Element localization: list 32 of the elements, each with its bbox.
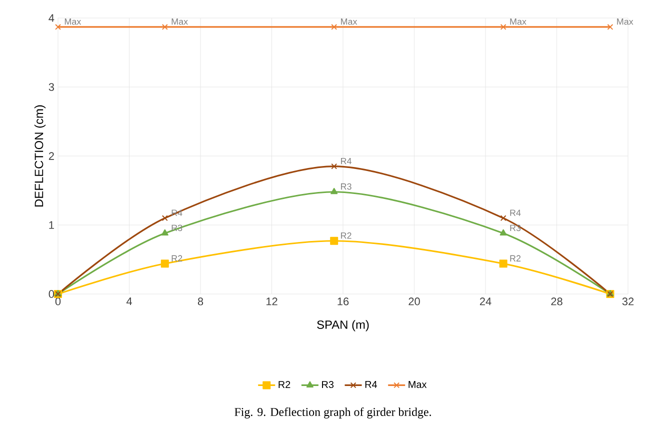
caption: Fig. 9. Deflection graph of girder bridge. (234, 407, 431, 418)
annotation: R2 (341, 232, 352, 239)
annotation: R4 (510, 210, 521, 216)
x-axis-title: SPAN (m) (317, 320, 369, 332)
annotation: Max (617, 18, 634, 25)
y-tick-label: 3 (48, 83, 54, 91)
x-tick-label: 28 (551, 298, 562, 306)
x-tick-label: 4 (126, 298, 132, 306)
annotation: R2 (172, 255, 182, 262)
annotation: Max (64, 18, 82, 25)
x-tick-label: 24 (480, 298, 492, 306)
y-tick-label: 2 (48, 152, 54, 160)
legend-label: Max (408, 381, 427, 388)
x-tick-label: 12 (266, 298, 278, 306)
x-tick-label: 8 (198, 298, 204, 306)
y-tick-label: 1 (49, 221, 54, 229)
x-tick-label: 20 (408, 298, 420, 306)
y-tick-label: 0 (48, 290, 54, 298)
annotation: R3 (341, 183, 352, 190)
legend-label: R2 (278, 380, 290, 388)
x-tick-label: 32 (622, 298, 634, 306)
annotation: Max (172, 18, 188, 25)
annotation: Max (510, 18, 526, 25)
annotation: R3 (510, 224, 521, 232)
legend-label: R4 (365, 381, 378, 388)
x-tick-label: 16 (338, 298, 349, 306)
y-axis-title: DEFLECTION (cm) (34, 105, 46, 206)
y-tick-label: 4 (48, 14, 54, 22)
annotation: R2 (510, 255, 521, 262)
annotation: Max (341, 18, 358, 25)
annotation: R4 (341, 158, 352, 164)
legend-label: R3 (322, 380, 334, 388)
